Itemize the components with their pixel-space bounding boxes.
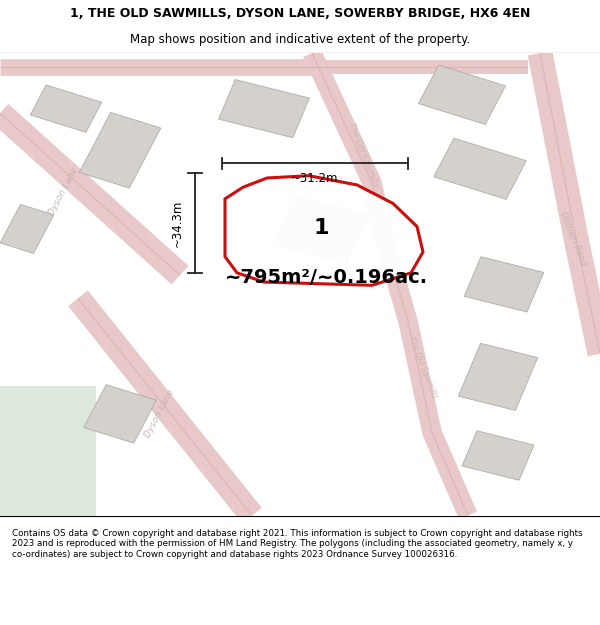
- Polygon shape: [0, 386, 96, 516]
- Text: 1: 1: [313, 218, 329, 238]
- Text: Oldham Road: Oldham Road: [558, 210, 588, 266]
- Polygon shape: [79, 112, 161, 188]
- Polygon shape: [31, 85, 101, 132]
- Polygon shape: [218, 79, 310, 138]
- Polygon shape: [274, 196, 368, 263]
- Text: ~34.3m: ~34.3m: [171, 199, 184, 247]
- Text: Dyson Lane: Dyson Lane: [47, 166, 79, 217]
- Text: ~795m²/~0.196ac.: ~795m²/~0.196ac.: [225, 268, 428, 287]
- Text: Contains OS data © Crown copyright and database right 2021. This information is : Contains OS data © Crown copyright and d…: [12, 529, 583, 559]
- Polygon shape: [458, 343, 538, 411]
- Text: 1, THE OLD SAWMILLS, DYSON LANE, SOWERBY BRIDGE, HX6 4EN: 1, THE OLD SAWMILLS, DYSON LANE, SOWERBY…: [70, 7, 530, 20]
- Text: Dyson Lane: Dyson Lane: [143, 388, 175, 439]
- Polygon shape: [419, 65, 505, 124]
- Polygon shape: [0, 204, 54, 253]
- Text: The Old Sawmills: The Old Sawmills: [407, 336, 439, 399]
- Text: ~31.2m: ~31.2m: [291, 171, 339, 184]
- Polygon shape: [462, 431, 534, 480]
- Polygon shape: [464, 257, 544, 312]
- Polygon shape: [84, 384, 156, 443]
- Text: Map shows position and indicative extent of the property.: Map shows position and indicative extent…: [130, 33, 470, 46]
- Polygon shape: [434, 138, 526, 199]
- Polygon shape: [225, 176, 423, 285]
- Text: The Old Sawmills: The Old Sawmills: [346, 121, 380, 188]
